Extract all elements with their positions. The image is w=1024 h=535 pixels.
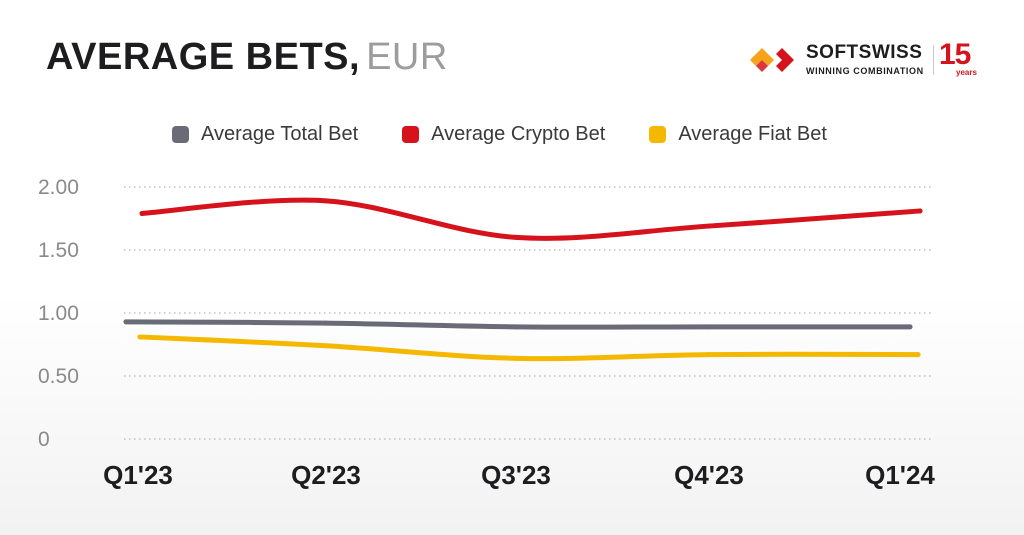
logo-badge: 15 xyxy=(939,38,971,71)
data-point xyxy=(915,352,921,358)
legend-swatch xyxy=(649,125,667,143)
chart-legend: Average Total Bet Average Crypto Bet Avera… xyxy=(172,121,871,147)
logo-separator xyxy=(933,45,934,75)
data-point xyxy=(123,319,129,325)
legend-item-0: Average Total Bet xyxy=(172,121,358,147)
title-unit: EUR xyxy=(366,36,448,78)
data-point xyxy=(139,210,145,216)
legend-label: Average Crypto Bet xyxy=(431,122,606,145)
legend-swatch xyxy=(172,125,189,143)
data-point xyxy=(323,320,329,326)
title-text: AVERAGE BETS, xyxy=(46,36,361,78)
legend-label: Average Total Bet xyxy=(201,122,359,145)
y-tick-label: 0 xyxy=(38,428,50,451)
data-point xyxy=(513,324,519,330)
legend-label: Average Fiat Bet xyxy=(678,122,827,145)
x-tick-label: Q4'23 xyxy=(674,460,744,490)
series-line-1 xyxy=(139,197,923,241)
softswiss-logo-icon xyxy=(750,48,794,72)
y-tick-label: 0.50 xyxy=(38,365,79,388)
series-line-2 xyxy=(137,334,921,362)
data-point xyxy=(917,208,923,214)
data-point xyxy=(706,324,712,330)
data-point xyxy=(706,223,712,229)
y-tick-label: 1.00 xyxy=(38,302,79,325)
x-tick-label: Q1'24 xyxy=(865,460,935,490)
softswiss-logo: SOFTSWISS WINNING COMBINATION 15 years xyxy=(746,38,986,80)
logo-brand: SOFTSWISS xyxy=(806,42,923,63)
legend-swatch xyxy=(402,125,420,143)
data-point xyxy=(907,324,913,330)
x-tick-label: Q3'23 xyxy=(481,460,551,490)
logo-badge-sub: years xyxy=(956,68,977,77)
x-tick-label: Q2'23 xyxy=(291,460,361,490)
data-point xyxy=(513,234,519,240)
data-point xyxy=(706,352,712,358)
data-point xyxy=(513,355,519,361)
data-point xyxy=(323,343,329,349)
y-tick-label: 1.50 xyxy=(38,239,79,262)
data-point xyxy=(137,334,143,340)
chart-title: AVERAGE BETS, EUR xyxy=(46,34,448,80)
legend-item-2: Average Fiat Bet xyxy=(649,121,827,147)
y-tick-label: 2.00 xyxy=(38,176,79,199)
legend-item-1: Average Crypto Bet xyxy=(402,121,605,147)
logo-tagline: WINNING COMBINATION xyxy=(806,66,924,76)
x-tick-label: Q1'23 xyxy=(103,460,173,490)
data-point xyxy=(323,198,329,204)
